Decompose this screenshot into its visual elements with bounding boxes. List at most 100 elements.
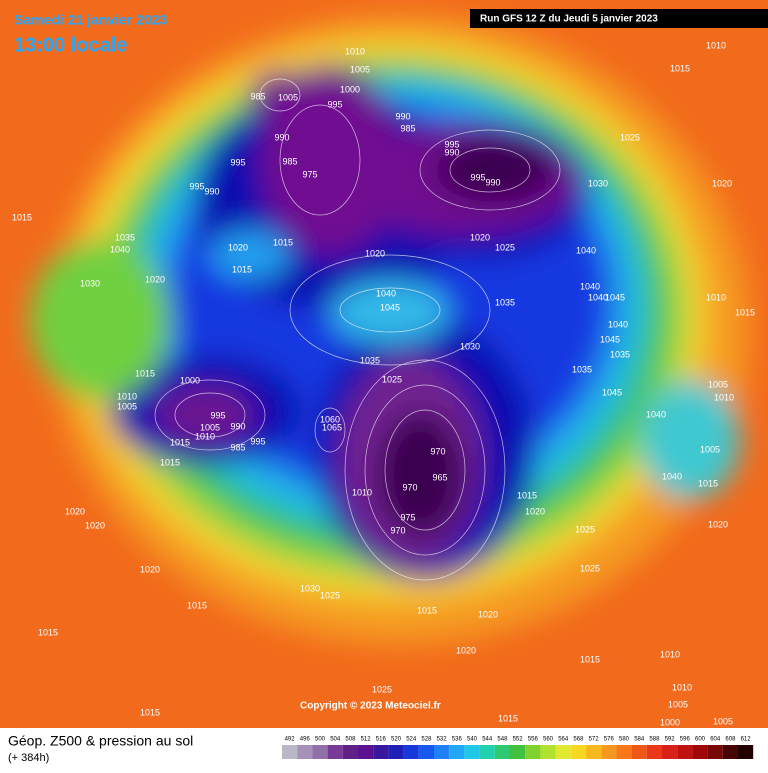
scale-swatch xyxy=(297,745,313,759)
pressure-label: 1065 xyxy=(322,422,342,432)
pressure-label: 990 xyxy=(230,421,245,431)
scale-label: 576 xyxy=(604,737,615,743)
field-blob xyxy=(435,138,555,202)
scale-swatch xyxy=(646,745,662,759)
pressure-label: 1020 xyxy=(708,519,728,529)
pressure-label: 1025 xyxy=(382,374,402,384)
pressure-label: 995 xyxy=(327,99,342,109)
scale-label: 500 xyxy=(315,737,326,743)
pressure-label: 970 xyxy=(390,525,405,535)
scale-swatch xyxy=(479,745,495,759)
pressure-label: 1035 xyxy=(572,364,592,374)
scale-label: 588 xyxy=(649,737,660,743)
scale-label: 552 xyxy=(513,737,524,743)
pressure-label: 990 xyxy=(274,132,289,142)
scale-label: 596 xyxy=(680,737,691,743)
pressure-label: 1015 xyxy=(38,627,58,637)
isobar xyxy=(154,379,266,451)
scale-swatch xyxy=(418,745,434,759)
pressure-label: 1015 xyxy=(135,368,155,378)
scale-swatch xyxy=(388,745,404,759)
scale-swatch xyxy=(722,745,738,759)
pressure-label: 1025 xyxy=(580,563,600,573)
pressure-label: 1040 xyxy=(110,244,130,254)
scale-label: 532 xyxy=(437,737,448,743)
scale-swatch xyxy=(662,745,678,759)
isobar xyxy=(259,78,301,112)
scale-swatch xyxy=(540,745,556,759)
isobar xyxy=(419,129,561,211)
pressure-label: 1030 xyxy=(80,278,100,288)
pressure-label: 990 xyxy=(485,177,500,187)
pressure-label: 1020 xyxy=(145,274,165,284)
pressure-label: 985 xyxy=(282,156,297,166)
pressure-label: 1020 xyxy=(85,520,105,530)
pressure-label: 1000 xyxy=(660,717,680,727)
pressure-label: 1025 xyxy=(372,684,392,694)
isobar xyxy=(344,359,506,581)
pressure-label: 990 xyxy=(444,147,459,157)
field-blob xyxy=(30,240,170,400)
pressure-label: 1010 xyxy=(672,682,692,692)
scale-swatch xyxy=(373,745,389,759)
scale-label: 496 xyxy=(300,737,311,743)
scale-label: 592 xyxy=(665,737,676,743)
scale-swatch xyxy=(738,745,754,759)
pressure-label: 975 xyxy=(302,169,317,179)
pressure-label: 995 xyxy=(230,157,245,167)
scale-label: 548 xyxy=(497,737,508,743)
scale-label: 584 xyxy=(634,737,645,743)
isobar xyxy=(289,254,491,366)
pressure-label: 1030 xyxy=(588,178,608,188)
field-blob xyxy=(155,385,255,445)
scale-label: 528 xyxy=(421,737,432,743)
run-box xyxy=(470,9,768,28)
pressure-label: 1015 xyxy=(273,237,293,247)
scale-label: 612 xyxy=(741,737,752,743)
scale-label: 560 xyxy=(543,737,554,743)
scale-label: 536 xyxy=(452,737,463,743)
pressure-label: 1045 xyxy=(605,292,625,302)
scale-swatch xyxy=(434,745,450,759)
pressure-label: 995 xyxy=(250,436,265,446)
pressure-label: 1020 xyxy=(65,506,85,516)
scale-label: 572 xyxy=(589,737,600,743)
pressure-label: 1015 xyxy=(160,457,180,467)
pressure-label: 1040 xyxy=(646,409,666,419)
pressure-label: 1015 xyxy=(170,437,190,447)
pressure-label: 985 xyxy=(230,442,245,452)
pressure-label: 1010 xyxy=(714,392,734,402)
pressure-label: 1040 xyxy=(588,292,608,302)
pressure-label: 1020 xyxy=(140,564,160,574)
pressure-label: 1040 xyxy=(376,288,396,298)
isobar xyxy=(279,104,361,216)
scale-label: 524 xyxy=(406,737,417,743)
scale-label: 564 xyxy=(558,737,569,743)
scale-label: 568 xyxy=(573,737,584,743)
pressure-label: 1030 xyxy=(460,341,480,351)
copyright: Copyright © 2023 Meteociel.fr xyxy=(300,701,441,712)
scale-label: 556 xyxy=(528,737,539,743)
geopotential-field xyxy=(30,15,750,645)
pressure-label: 1040 xyxy=(662,471,682,481)
scale-swatch xyxy=(312,745,328,759)
pressure-label: 1010 xyxy=(706,40,726,50)
legend-lead: (+ 384h) xyxy=(8,752,49,764)
legend-title: Géop. Z500 & pression au sol xyxy=(8,733,193,749)
pressure-label: 1025 xyxy=(620,132,640,142)
pressure-label: 975 xyxy=(400,512,415,522)
scale-swatch xyxy=(586,745,602,759)
pressure-label: 1020 xyxy=(228,242,248,252)
scale-swatch xyxy=(631,745,647,759)
pressure-label: 995 xyxy=(210,410,225,420)
scale-swatch xyxy=(464,745,480,759)
isobar xyxy=(449,147,531,193)
scale-swatch xyxy=(327,745,343,759)
pressure-label: 1015 xyxy=(140,707,160,717)
isobars xyxy=(154,78,561,581)
pressure-label: 1045 xyxy=(380,302,400,312)
pressure-label: 1015 xyxy=(417,605,437,615)
scale-label: 508 xyxy=(345,737,356,743)
pressure-label: 1015 xyxy=(498,713,518,723)
pressure-label: 990 xyxy=(395,111,410,121)
